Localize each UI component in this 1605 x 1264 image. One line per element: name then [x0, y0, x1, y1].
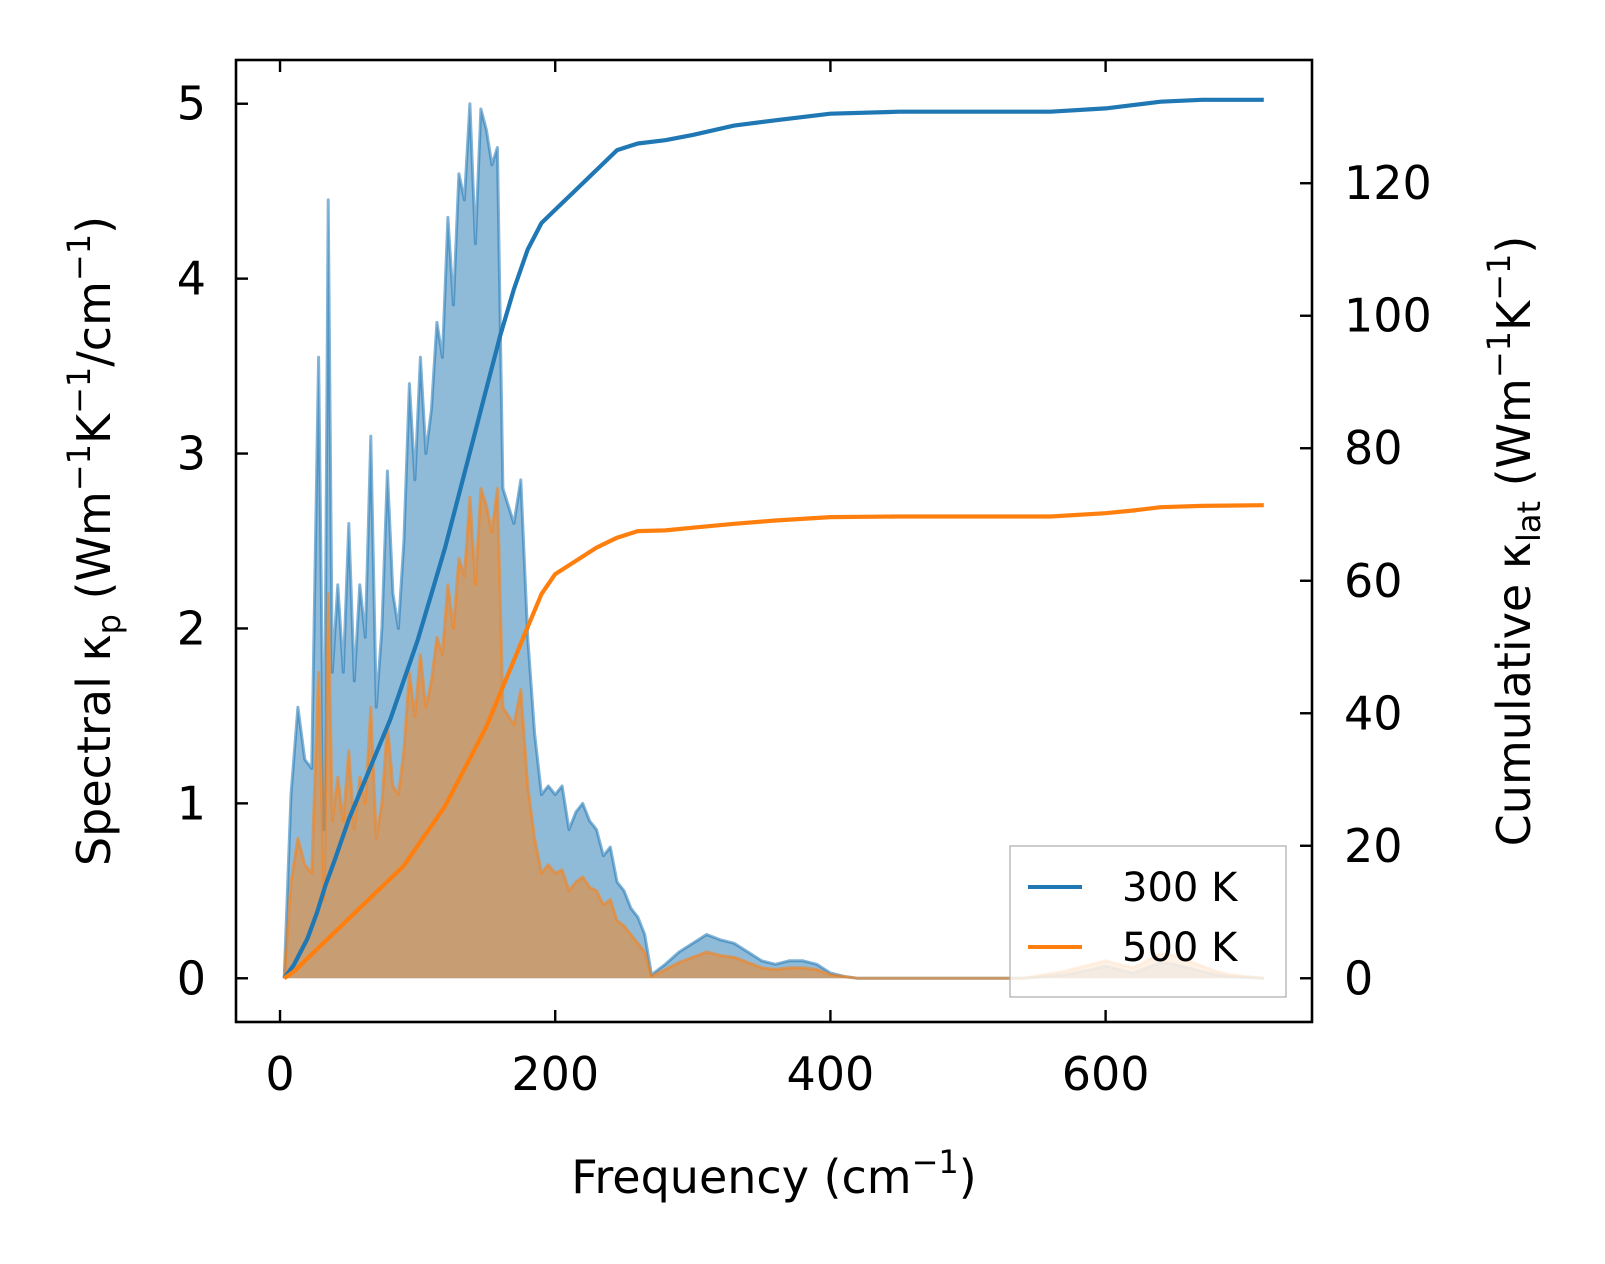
ticks-layer: 0 200 400 600 0 1 2 3 4 5 0 20 40 60 80 100 120 — [177, 60, 1432, 1101]
plot-frame — [234, 58, 1314, 1024]
cumulative-layer — [282, 97, 1264, 981]
y-left-tick-label: 5 — [177, 77, 206, 131]
y-right-tick-label: 40 — [1344, 686, 1403, 740]
x-tick-label: 400 — [787, 1047, 875, 1101]
x-tick-label: 200 — [511, 1047, 599, 1101]
legend-label-500k: 500 K — [1122, 925, 1239, 971]
spectral-area-500k — [284, 488, 1264, 979]
x-axis-title: Frequency (cm−1) — [571, 1143, 976, 1204]
y-right-tick-label: 0 — [1344, 951, 1373, 1005]
y-right-tick-label: 100 — [1344, 289, 1432, 343]
cumulative-line-300k — [282, 97, 1264, 980]
y-right-tick-label: 80 — [1344, 421, 1403, 475]
y-right-tick-label: 20 — [1344, 819, 1403, 873]
y-right-axis-title: Cumulative κlat (Wm−1K−1) — [1480, 236, 1548, 847]
x-tick-label: 600 — [1062, 1047, 1150, 1101]
spectral-area-300k — [284, 103, 1264, 979]
y-left-tick-label: 1 — [177, 776, 206, 830]
y-left-tick-label: 4 — [177, 252, 206, 306]
y-right-tick-label: 120 — [1344, 156, 1432, 210]
legend-label-300k: 300 K — [1122, 865, 1239, 911]
cumulative-line-500k — [282, 503, 1264, 981]
x-tick-label: 0 — [265, 1047, 294, 1101]
y-left-tick-label: 3 — [177, 427, 206, 481]
y-left-tick-label: 2 — [177, 601, 206, 655]
y-right-tick-label: 60 — [1344, 554, 1403, 608]
legend: 300 K 500 K — [1009, 845, 1287, 998]
y-left-axis-title: Spectral κp (Wm−1K−1/cm−1) — [60, 216, 128, 866]
y-left-tick-label: 0 — [177, 951, 206, 1005]
spectral-line-500k — [282, 487, 1264, 980]
spectral-layer — [282, 102, 1264, 980]
legend-frame — [1009, 845, 1287, 998]
